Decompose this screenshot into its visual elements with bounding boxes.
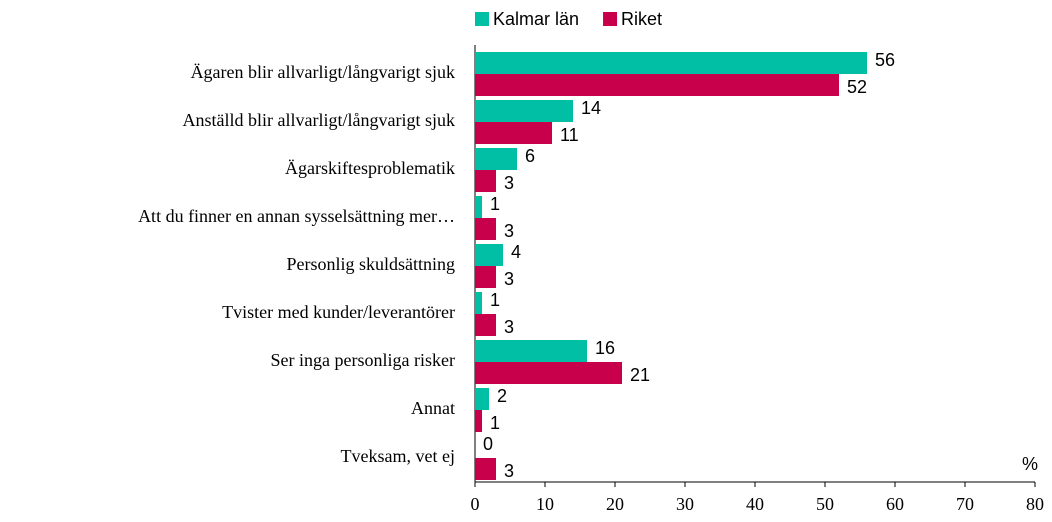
value-label: 1 <box>490 290 500 310</box>
value-label: 52 <box>847 77 867 97</box>
x-tick-label: 0 <box>471 494 480 514</box>
value-label: 3 <box>504 269 514 289</box>
value-label: 0 <box>483 434 493 454</box>
value-label: 16 <box>595 338 615 358</box>
y-tick-label: Att du finner en annan sysselsättning me… <box>138 206 455 226</box>
x-tick-label: 80 <box>1026 494 1044 514</box>
value-label: 3 <box>504 317 514 337</box>
bar <box>475 122 552 144</box>
bar <box>475 362 622 384</box>
value-label: 21 <box>630 365 650 385</box>
value-label: 3 <box>504 221 514 241</box>
y-tick-label: Personlig skuldsättning <box>286 254 455 274</box>
x-tick-label: 10 <box>536 494 554 514</box>
bar <box>475 244 503 266</box>
x-tick-label: 30 <box>676 494 694 514</box>
y-tick-label: Ägarskiftesproblematik <box>285 158 455 178</box>
y-tick-label: Ser inga personliga risker <box>271 350 455 370</box>
y-tick-label: Tvister med kunder/leverantörer <box>222 302 455 322</box>
bar <box>475 196 482 218</box>
x-tick-label: 60 <box>886 494 904 514</box>
bar <box>475 388 489 410</box>
value-label: 11 <box>560 125 579 145</box>
value-label: 2 <box>497 386 507 406</box>
bar <box>475 170 496 192</box>
unit-label: % <box>1022 454 1038 474</box>
value-label: 4 <box>511 242 521 262</box>
x-tick-label: 50 <box>816 494 834 514</box>
bar <box>475 100 573 122</box>
x-tick-label: 40 <box>746 494 764 514</box>
y-tick-label: Annat <box>411 398 455 418</box>
bar <box>475 410 482 432</box>
bar <box>475 148 517 170</box>
y-tick-label: Tveksam, vet ej <box>341 446 455 466</box>
value-label: 3 <box>504 173 514 193</box>
x-tick-label: 20 <box>606 494 624 514</box>
bar <box>475 340 587 362</box>
value-label: 3 <box>504 461 514 481</box>
bar <box>475 52 867 74</box>
value-label: 1 <box>490 194 500 214</box>
bar <box>475 266 496 288</box>
y-tick-label: Ägaren blir allvarligt/långvarigt sjuk <box>191 62 455 82</box>
bar <box>475 218 496 240</box>
legend-label: Kalmar län <box>493 9 579 29</box>
bar <box>475 292 482 314</box>
y-tick-label: Anställd blir allvarligt/långvarigt sjuk <box>183 110 455 130</box>
legend-swatch <box>475 12 489 26</box>
value-label: 1 <box>490 413 500 433</box>
value-label: 14 <box>581 98 601 118</box>
legend-label: Riket <box>621 9 662 29</box>
bar <box>475 74 839 96</box>
bar <box>475 458 496 480</box>
value-label: 56 <box>875 50 895 70</box>
value-label: 6 <box>525 146 535 166</box>
x-tick-label: 70 <box>956 494 974 514</box>
legend-swatch <box>603 12 618 26</box>
bar <box>475 314 496 336</box>
